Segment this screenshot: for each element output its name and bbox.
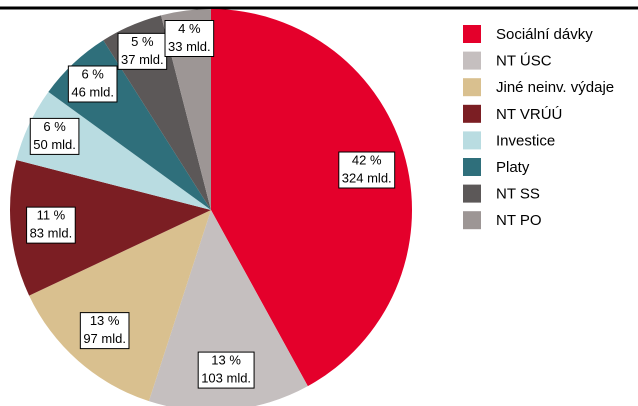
data-labels: 42 % 324 mld. 13 % 103 mld. 13 % 97 mld. 11 % 8… bbox=[26, 20, 396, 389]
pie-slice bbox=[148, 210, 308, 406]
data-label: 13 % bbox=[211, 353, 241, 368]
legend-label: Sociální dávky bbox=[496, 26, 593, 43]
legend-swatch bbox=[463, 211, 481, 230]
legend-label: NT VRÚÚ bbox=[496, 106, 562, 123]
data-label-box bbox=[197, 351, 255, 389]
data-label: 11 % bbox=[37, 208, 66, 223]
data-label: 42 % bbox=[352, 152, 382, 167]
data-label-amount: 103 mld. bbox=[201, 371, 251, 386]
data-label-box bbox=[79, 312, 130, 350]
data-label-box bbox=[67, 65, 118, 103]
data-label-box bbox=[117, 32, 168, 70]
legend-label: NT SS bbox=[496, 186, 540, 203]
data-label-amount: 37 mld. bbox=[121, 52, 164, 67]
legend-swatch bbox=[463, 184, 481, 203]
legend-swatch bbox=[463, 25, 481, 43]
data-label-amount: 97 mld. bbox=[83, 331, 126, 346]
data-label: 6 % bbox=[81, 66, 104, 81]
pie-slice bbox=[211, 9, 412, 387]
data-label-amount: 324 mld. bbox=[342, 170, 392, 185]
pie-slice bbox=[29, 210, 212, 402]
data-label: 4 % bbox=[178, 21, 201, 36]
data-label-amount: 83 mld. bbox=[30, 226, 73, 241]
data-label: 13 % bbox=[90, 313, 120, 328]
legend-swatch bbox=[463, 78, 481, 97]
pie-slice bbox=[161, 9, 211, 210]
data-label: 5 % bbox=[131, 34, 154, 49]
legend-swatch bbox=[463, 131, 481, 150]
pie-slice bbox=[10, 160, 211, 296]
legend: Sociální dávky NT ÚSC Jiné neinv. výdaje NT… bbox=[463, 25, 614, 230]
data-label-box bbox=[164, 20, 215, 58]
data-label-box bbox=[29, 117, 80, 155]
legend-label: NT ÚSC bbox=[496, 53, 552, 70]
data-label-box bbox=[26, 206, 76, 244]
data-label-amount: 33 mld. bbox=[168, 39, 211, 54]
legend-label: Investice bbox=[496, 132, 555, 149]
data-label-amount: 50 mld. bbox=[33, 137, 76, 152]
legend-swatch bbox=[463, 104, 481, 123]
legend-label: Jiné neinv. výdaje bbox=[496, 79, 614, 96]
legend-label: Platy bbox=[496, 159, 530, 176]
legend-swatch bbox=[463, 51, 481, 70]
data-label: 6 % bbox=[43, 119, 66, 134]
legend-swatch bbox=[463, 158, 481, 176]
data-label-amount: 46 mld. bbox=[71, 84, 114, 99]
legend-label: NT PO bbox=[496, 212, 542, 229]
data-label-box bbox=[338, 151, 396, 189]
